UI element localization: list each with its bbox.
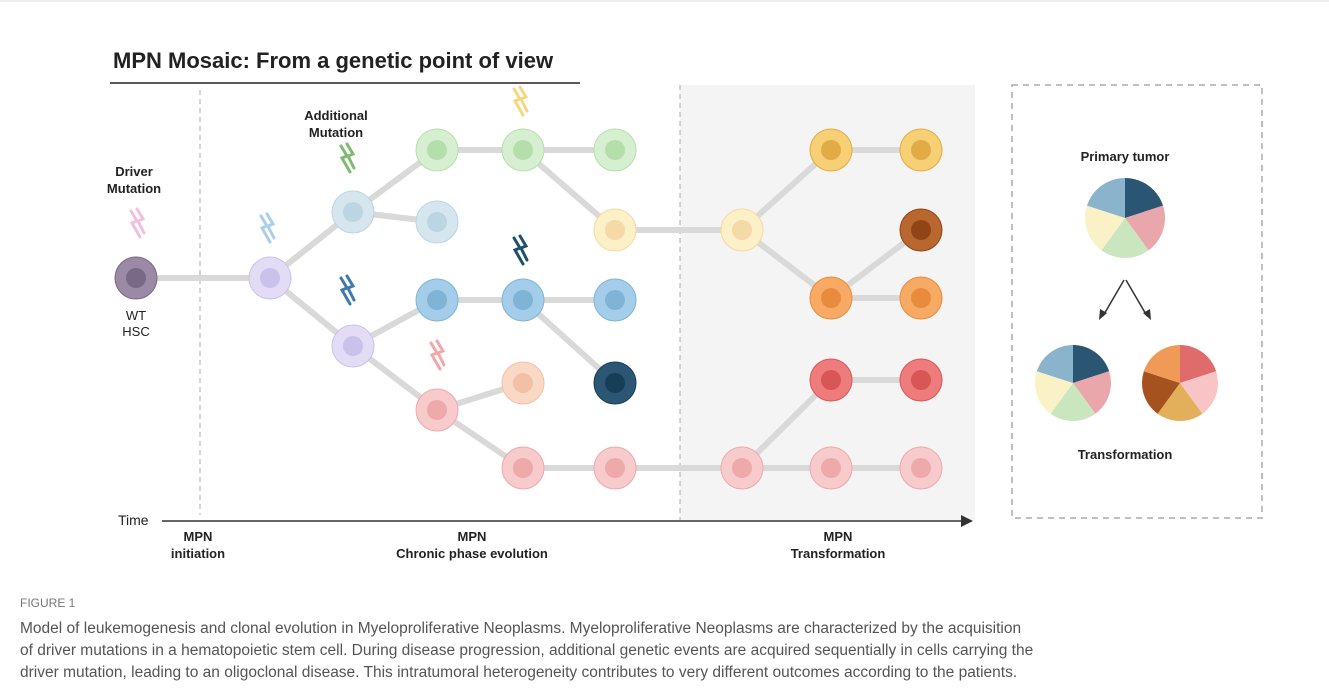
mutation-bolt	[514, 87, 527, 115]
nucleus	[605, 458, 625, 478]
label: Additional	[304, 108, 368, 123]
nucleus	[605, 290, 625, 310]
legend-label: Primary tumor	[1081, 149, 1170, 164]
phase: MPN	[184, 529, 213, 544]
mutation-bolt	[514, 236, 527, 264]
nucleus	[911, 458, 931, 478]
nucleus	[732, 220, 752, 240]
nucleus	[605, 373, 625, 393]
nucleus	[605, 220, 625, 240]
nucleus	[911, 220, 931, 240]
caption: FIGURE 1 Model of leukemogenesis and clo…	[20, 596, 1320, 684]
nucleus	[343, 202, 363, 222]
caption-line: Model of leukemogenesis and clonal evolu…	[20, 618, 1320, 640]
mutation-bolt	[131, 209, 144, 237]
nucleus	[513, 458, 533, 478]
legend-label: Transformation	[1078, 447, 1173, 462]
page: MPN Mosaic: From a genetic point of view…	[0, 0, 1329, 694]
caption-line: of driver mutations in a hematopoietic s…	[20, 640, 1320, 662]
label: Driver	[115, 164, 153, 179]
figure: MPN Mosaic: From a genetic point of view…	[0, 0, 1329, 590]
figure-label: FIGURE 1	[20, 596, 1320, 610]
nucleus	[821, 288, 841, 308]
nucleus	[260, 268, 280, 288]
mutation-bolt	[341, 276, 354, 304]
nucleus	[911, 370, 931, 390]
phase: Chronic phase evolution	[396, 546, 548, 561]
phase: Transformation	[791, 546, 886, 561]
nucleus	[427, 290, 447, 310]
nucleus	[911, 140, 931, 160]
nucleus	[427, 140, 447, 160]
nucleus	[821, 370, 841, 390]
mutation-bolt	[431, 341, 444, 369]
nucleus	[732, 458, 752, 478]
title: MPN Mosaic: From a genetic point of view	[113, 48, 554, 73]
nucleus	[427, 212, 447, 232]
nucleus	[513, 140, 533, 160]
nucleus	[427, 400, 447, 420]
nucleus	[343, 336, 363, 356]
mutation-bolt	[261, 214, 274, 242]
nucleus	[513, 290, 533, 310]
label: Mutation	[107, 181, 161, 196]
nucleus	[605, 140, 625, 160]
split-arrow	[1103, 280, 1147, 316]
phase: MPN	[458, 529, 487, 544]
nucleus	[821, 140, 841, 160]
nucleus	[513, 373, 533, 393]
mutation-bolt	[341, 144, 354, 172]
nucleus	[126, 268, 146, 288]
phase: initiation	[171, 546, 225, 561]
nucleus	[911, 288, 931, 308]
caption-line: driver mutation, leading to an oligoclon…	[20, 662, 1320, 684]
label: WT	[126, 308, 146, 323]
label: HSC	[122, 324, 149, 339]
label: Mutation	[309, 125, 363, 140]
nucleus	[821, 458, 841, 478]
phase: MPN	[824, 529, 853, 544]
time-label: Time	[118, 512, 149, 528]
